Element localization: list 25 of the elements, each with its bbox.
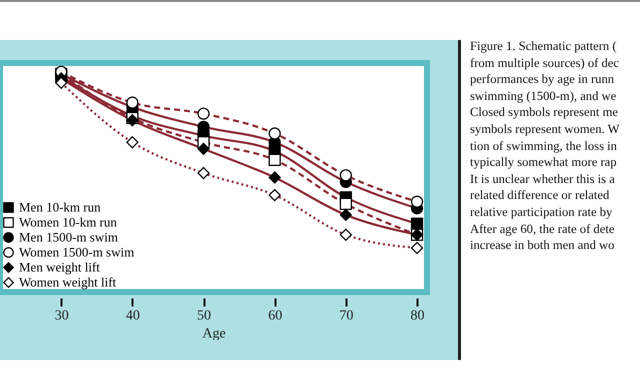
x-tick-label: 70 [339,308,354,324]
caption: Figure 1. Schematic pattern ( [470,38,618,55]
text: from multiple sources) of dec [470,54,620,72]
text: Closed symbols represent me [470,104,619,121]
text: After age 60, the rate of dete [470,220,616,238]
legend-label: Men 1500-m swim [19,230,118,244]
text: swimming (1500-m), and we [470,88,618,104]
x-tick-label: 30 [54,308,69,324]
text: increase in both men and wo [470,237,616,254]
x-tick-label: 60 [268,308,282,324]
legend-label: Women 10-km run [19,214,118,230]
text: relative participation rate by [470,204,614,221]
text: performances by age in runn [470,71,616,88]
text: typically somewhat more rap [470,154,618,171]
legend-label: Women weight lift [19,274,117,290]
legend-label: Men weight lift [19,260,100,274]
x-tick-label: 80 [410,308,425,324]
text: related difference or related [470,187,610,204]
x-tick-label: 40 [126,308,140,324]
text: tion of swimming, the loss in [470,138,618,154]
text: It is unclear whether this is a [470,170,616,188]
legend-label: Women 1500-m swim [19,244,134,260]
legend-label: Men 10-km run [19,200,102,214]
x-tick-label: 50 [197,308,212,324]
text: symbols represent women. W [470,120,620,138]
